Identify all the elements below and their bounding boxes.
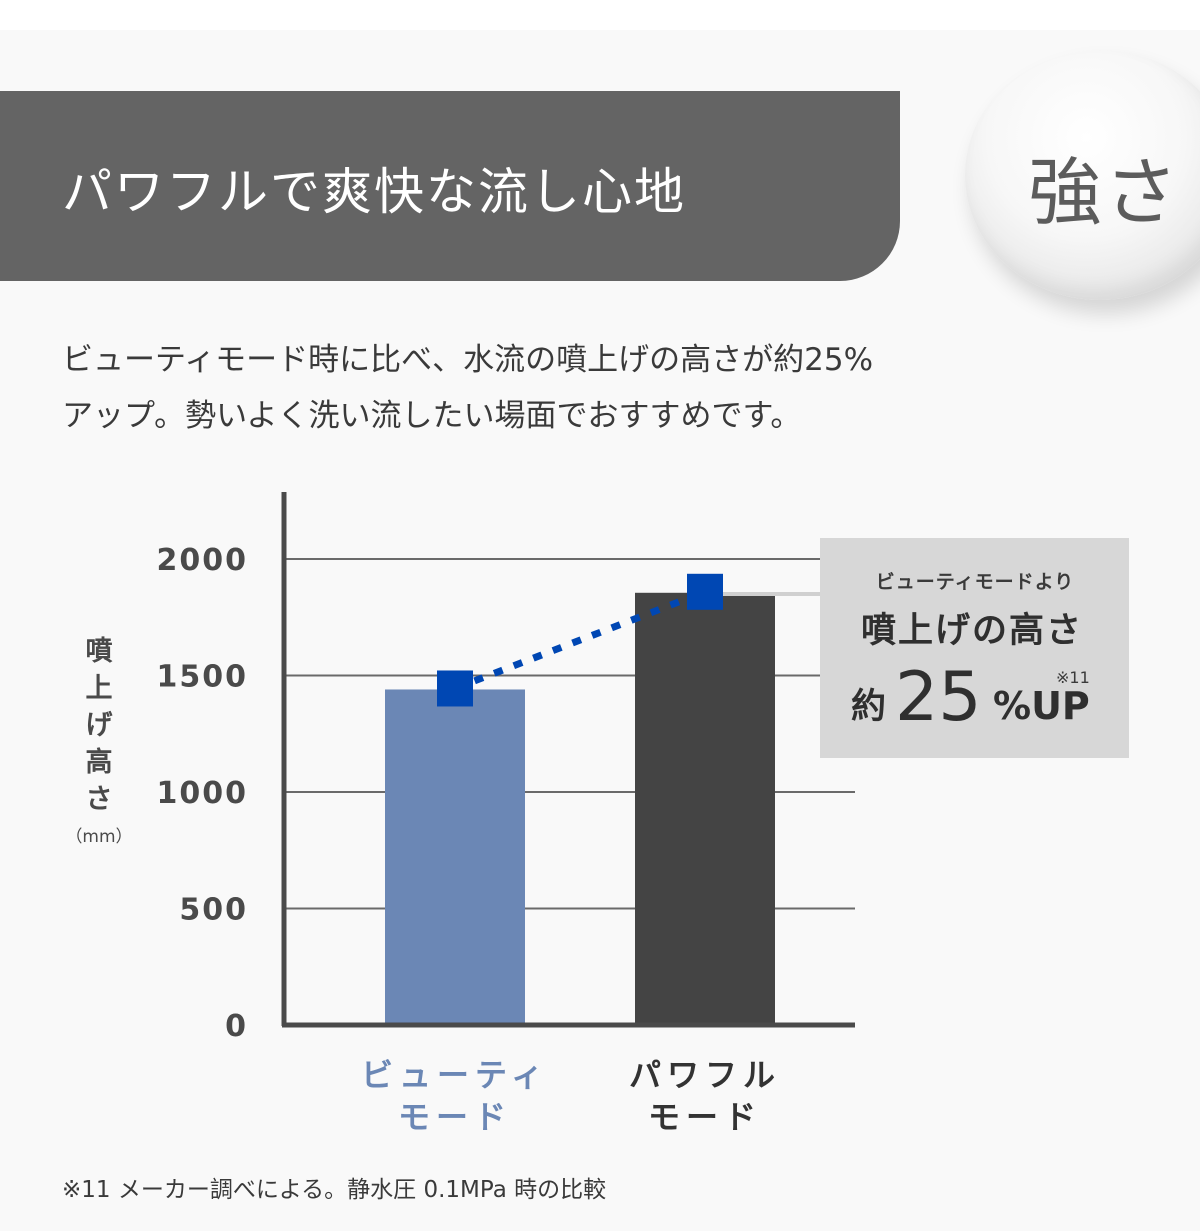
x-category-label-0-line-2: モード (398, 1098, 512, 1136)
bar-1 (635, 592, 775, 1025)
strength-badge-label: 強さ (1028, 150, 1180, 236)
x-category-label-1-line-1: パワフル (629, 1056, 781, 1094)
top-strip (0, 0, 1200, 30)
y-axis-label-char-3: 高 (86, 746, 113, 778)
heading-banner (0, 91, 900, 281)
description: ビューティモード時に比べ、水流の噴上げの高さが約25% アップ。勢いよく洗い流し… (62, 332, 1022, 444)
y-axis-label-char-2: げ (86, 710, 114, 741)
x-category-label-0-line-1: ビューティ (361, 1056, 549, 1094)
callout-value: 25 (895, 658, 982, 737)
marker-1 (687, 573, 723, 610)
callout-heading: 噴上げの高さ (861, 611, 1083, 651)
y-tick-label-0: 0 (225, 1009, 248, 1044)
y-axis-unit: （mm） (65, 827, 132, 847)
y-tick-label-1000: 1000 (157, 776, 249, 811)
callout-box (820, 538, 1129, 758)
section-heading: パワフルで爽快な流し心地 (62, 163, 686, 221)
bar-0 (385, 689, 525, 1025)
marker-0 (437, 670, 473, 707)
callout-suffix: %UP (993, 684, 1090, 728)
callout-prefix: 約 (851, 687, 886, 727)
x-category-label-1-line-2: モード (648, 1098, 762, 1136)
trend-dotted-line (453, 588, 707, 692)
callout-note: ※11 (1056, 668, 1090, 687)
callout-subtitle: ビューティモードより (876, 571, 1074, 593)
y-axis-label-char-1: 上 (86, 673, 113, 704)
description-line-2: アップ。勢いよく洗い流したい場面でおすすめです。 (62, 398, 802, 434)
y-tick-label-2000: 2000 (157, 543, 249, 578)
footnote: ※11 メーカー調べによる。静水圧 0.1MPa 時の比較 (62, 1177, 607, 1203)
y-tick-label-500: 500 (179, 893, 248, 928)
strength-badge (965, 50, 1200, 300)
y-tick-label-1500: 1500 (157, 660, 249, 695)
description-line-1: ビューティモード時に比べ、水流の噴上げの高さが約25% (62, 342, 874, 378)
y-axis-label-char-4: さ (86, 784, 113, 815)
y-axis-label-char-0: 噴 (86, 636, 113, 667)
